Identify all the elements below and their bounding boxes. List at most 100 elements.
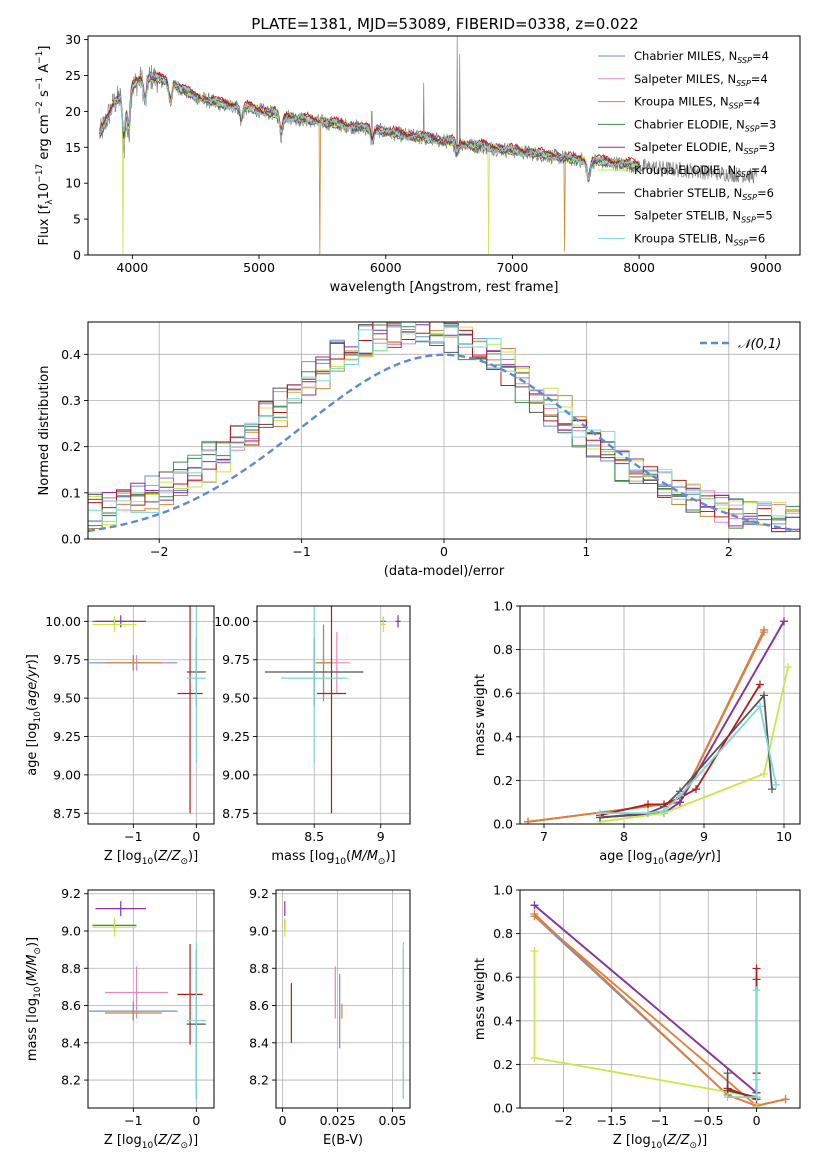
y-tick-label: 8.2 — [249, 1073, 269, 1088]
label-part: =6 — [757, 186, 774, 200]
legend-label-chabrier-stelib: Chabrier STELIB, NSSP=6 — [634, 186, 774, 202]
label-part: Salpeter MILES, N — [634, 72, 736, 86]
model-kroupa-elodie — [99, 74, 640, 255]
x-tick-label: 9 — [700, 829, 708, 844]
y-axis-label: mass [log10(M/M⊙)] — [25, 937, 43, 1061]
x-tick-label: 0.05 — [379, 1113, 407, 1128]
residual-legend: 𝒩(0,1) — [700, 337, 781, 352]
errorbar-salpeter-elodie — [95, 901, 146, 917]
label-part: −17 — [35, 164, 45, 183]
panel-mass_vs_Z: −1 0 8.2 8.4 8.6 8.8 9.0 9.2 — [61, 886, 215, 1128]
label-part: Chabrier ELODIE, N — [634, 117, 745, 131]
label-part: age/yr — [669, 849, 712, 864]
y-tick-label: 9.50 — [222, 691, 250, 706]
plot-area — [99, 36, 758, 255]
label-part: =3 — [760, 117, 777, 131]
label-part: SSP — [736, 79, 751, 88]
y-tick-label: 0.2 — [61, 439, 81, 454]
label-part: ( — [664, 849, 669, 864]
x-tick-label: 8000 — [623, 260, 655, 275]
x-axis-label: (data-model)/error — [384, 564, 505, 579]
model-salpeter-stelib — [99, 70, 640, 179]
model-kroupa-stelib — [99, 71, 640, 181]
label-part: −2 — [35, 101, 45, 114]
label-part: Flux [f — [37, 204, 52, 245]
label-part: age/yr — [25, 663, 40, 706]
x-axis-label: Z [log10(Z/Z⊙)] — [613, 1133, 707, 1151]
panel-age_vs_Z: −1 0 8.75 9.00 9.25 9.50 9.75 10.00 — [45, 605, 215, 844]
x-tick-label: −1 — [651, 1113, 669, 1128]
x-axis-label: mass [log10(M/M⊙)] — [271, 849, 395, 867]
y-tick-label: 9.2 — [249, 886, 269, 901]
model-kroupa-miles — [99, 72, 640, 255]
plot-area — [530, 901, 790, 1108]
y-tick-label: 0.2 — [493, 1057, 513, 1072]
label-part: SSP — [741, 216, 756, 225]
weight-line-salpeter-elodie — [599, 620, 785, 819]
label-part: mass [log — [271, 849, 334, 864]
x-tick-label: −1.5 — [597, 1113, 627, 1128]
axes-frame — [87, 889, 215, 1109]
label-part: Z/Z — [157, 1133, 181, 1148]
y-tick-label: 8.4 — [249, 1035, 269, 1050]
label-part: Kroupa ELODIE, N — [634, 163, 736, 177]
weight-line-chabrier-miles — [527, 629, 765, 823]
label-part: 10 — [33, 711, 43, 723]
y-axis-label: age [log10(age/yr)] — [25, 654, 43, 776]
label-part: 10 — [142, 857, 154, 867]
label-part: ] — [716, 849, 721, 864]
label-part: ) — [711, 849, 716, 864]
axes-frame — [87, 605, 215, 825]
y-tick-label: 8.6 — [61, 998, 81, 1013]
y-tick-label: 0.4 — [493, 729, 513, 744]
y-tick-label: 0.4 — [493, 1013, 513, 1028]
label-part: ) — [25, 659, 40, 664]
errorbar-kroupa-miles — [105, 655, 162, 671]
y-tick-label: 0.3 — [61, 393, 81, 408]
errorbar-kroupa-stelib — [186, 606, 206, 763]
x-tick-label: 1 — [582, 544, 590, 559]
y-tick-label: 0.4 — [61, 347, 81, 362]
y-tick-label: 1.0 — [493, 599, 513, 614]
label-part: =4 — [743, 95, 760, 109]
y-tick-label: 9.25 — [222, 729, 250, 744]
label-part: Kroupa STELIB, N — [634, 231, 734, 245]
weight-line-kroupa-stelib — [727, 990, 758, 1098]
errorbar-salpeter-stelib — [177, 606, 203, 814]
y-axis-label: mass weight — [473, 958, 488, 1040]
label-part: SSP — [744, 147, 759, 156]
label-part: 10 — [652, 857, 664, 867]
panel-spectrum: 4000 5000 6000 7000 8000 9000 0 5 10 15 20 25 30 — [65, 32, 801, 275]
label-part: s — [37, 90, 52, 101]
plot-area — [524, 617, 792, 824]
y-tick-label: 0 — [73, 248, 81, 263]
x-axis-label: E(B-V) — [323, 1133, 363, 1148]
panel-age_vs_mass: 8.5 9 8.75 9.00 9.25 9.50 9.75 10.00 — [214, 605, 411, 844]
label-part: SSP — [736, 170, 751, 179]
x-axis-label: age [log10(age/yr)] — [599, 849, 721, 867]
y-tick-label: 10 — [65, 176, 81, 191]
y-tick-label: 8.8 — [61, 961, 81, 976]
plot-area — [89, 606, 206, 814]
x-tick-label: 8 — [620, 829, 628, 844]
y-tick-label: 9.0 — [61, 923, 81, 938]
y-tick-label: 8.75 — [53, 806, 81, 821]
y-tick-label: 10.00 — [214, 614, 250, 629]
y-tick-label: 8.4 — [61, 1035, 81, 1050]
label-part: SSP — [737, 56, 752, 65]
label-part: 10 — [37, 183, 52, 200]
y-axis-label: Flux [fλ10−17 erg cm−2 s−1 A−1] — [35, 46, 55, 246]
y-tick-label: 0.8 — [493, 642, 513, 657]
x-tick-label: −1 — [124, 829, 142, 844]
y-tick-label: 9.75 — [53, 652, 81, 667]
x-tick-label: 0 — [192, 829, 200, 844]
errorbar-salpeter-elodie — [95, 615, 146, 628]
x-tick-label: 0.025 — [320, 1113, 356, 1128]
label-part: ⊙ — [378, 857, 386, 867]
errorbar-kroupa-miles — [315, 629, 332, 697]
x-tick-label: −2 — [150, 544, 168, 559]
legend-label-kroupa-elodie: Kroupa ELODIE, NSSP=4 — [634, 163, 768, 179]
label-part: =5 — [756, 209, 773, 223]
weight-line-kroupa-elodie — [599, 666, 789, 823]
errorbar-kroupa-elodie — [380, 616, 387, 633]
